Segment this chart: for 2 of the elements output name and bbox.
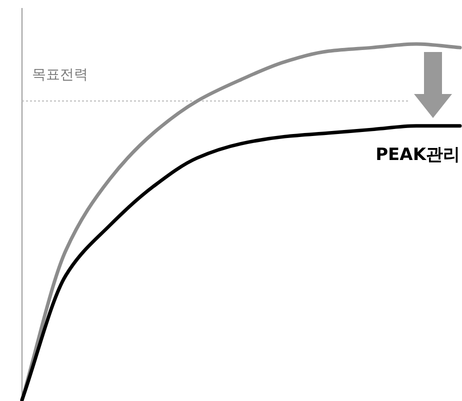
ref-line-label: 목표전력 <box>32 66 88 83</box>
series-label: PEAK관리 <box>376 144 460 165</box>
